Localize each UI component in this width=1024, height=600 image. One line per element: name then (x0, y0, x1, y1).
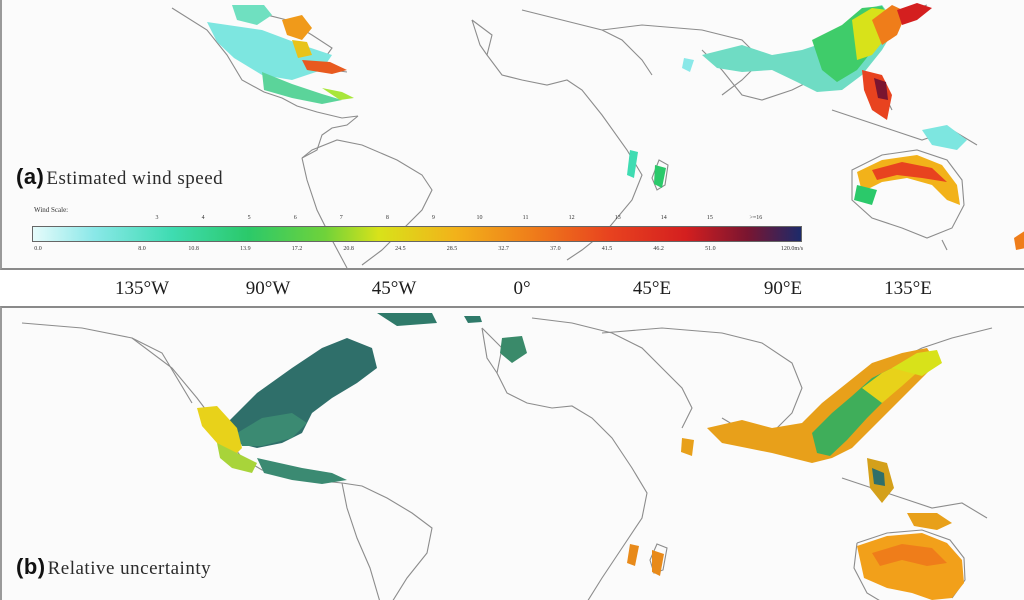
wind-speed-tick-label: 24.5 (395, 246, 406, 252)
beaufort-tick-label: 10 (476, 215, 483, 221)
panel-a-label: (a) Estimated wind speed (16, 164, 223, 190)
beaufort-tick-label: 6 (293, 215, 297, 221)
beaufort-tick-label: 9 (431, 215, 435, 221)
longitude-label: 135°E (884, 278, 932, 299)
longitude-label: 90°W (245, 278, 291, 299)
wind-swaths-a (207, 3, 1024, 250)
beaufort-tick-label: 14 (660, 215, 667, 221)
panel-b-relative-uncertainty-map: (b) Relative uncertainty (0, 306, 1024, 600)
wind-speed-tick-label: 20.8 (343, 246, 354, 252)
beaufort-tick-label: 7 (339, 215, 343, 221)
beaufort-tick-label: 3 (155, 215, 159, 221)
longitude-label: 0° (513, 278, 531, 299)
beaufort-tick-label: 8 (385, 215, 389, 221)
longitude-axis: 135°W 90°W 45°W 0° 45°E 90°E 135°E (0, 270, 1024, 306)
wind-speed-tick-label: 13.9 (240, 246, 251, 252)
panel-a-estimated-wind-speed-map: (a) Estimated wind speed Wind Scale: 3 4 5 6… (0, 0, 1024, 270)
wind-scale-colorbar (32, 226, 802, 242)
wind-speed-tick-label: 46.2 (653, 246, 664, 252)
beaufort-tick-label: 11 (522, 215, 529, 221)
wind-speed-tick-label: 0.0 (34, 246, 42, 252)
longitude-label: 135°W (114, 278, 170, 299)
longitude-label: 90°E (763, 278, 803, 299)
world-map-b (21, 313, 993, 600)
longitude-label: 45°E (632, 278, 672, 299)
wind-speed-tick-label: 37.0 (550, 246, 561, 252)
wind-speed-tick-label: 32.7 (498, 246, 509, 252)
beaufort-tick-label: 4 (201, 215, 205, 221)
world-map-a (171, 3, 1024, 268)
panel-a-title: Estimated wind speed (46, 168, 224, 189)
uncertainty-swaths-b (197, 313, 964, 600)
panel-b-label: (b) Relative uncertainty (16, 554, 211, 580)
wind-speed-tick-label: 17.2 (291, 246, 303, 252)
panel-b-title: Relative uncertainty (47, 558, 212, 579)
beaufort-tick-label: 12 (568, 215, 575, 221)
beaufort-tick-label: 13 (614, 215, 621, 221)
wind-speed-tick-label: 8.0 (138, 246, 146, 252)
panel-b-letter: (b) (16, 554, 46, 579)
wind-speed-tick-label: 28.5 (446, 246, 458, 252)
beaufort-tick-label: 5 (247, 215, 251, 221)
wind-speed-tick-label: 41.5 (601, 246, 613, 252)
wind-scale-legend: Wind Scale: 3 4 5 6 7 8 9 10 11 12 13 14 15 >=16 0.0 8… (32, 206, 804, 256)
panel-a-letter: (a) (16, 164, 45, 189)
longitude-label: 45°W (371, 278, 417, 299)
wind-speed-tick-label: 51.0 (705, 246, 716, 252)
wind-speed-tick-label: 10.8 (188, 246, 199, 252)
beaufort-tick-label: >=16 (749, 215, 763, 221)
beaufort-tick-label: 15 (706, 215, 713, 221)
wind-speed-tick-label: 120.0m/s (780, 246, 804, 252)
wind-scale-label: Wind Scale: (34, 206, 69, 214)
